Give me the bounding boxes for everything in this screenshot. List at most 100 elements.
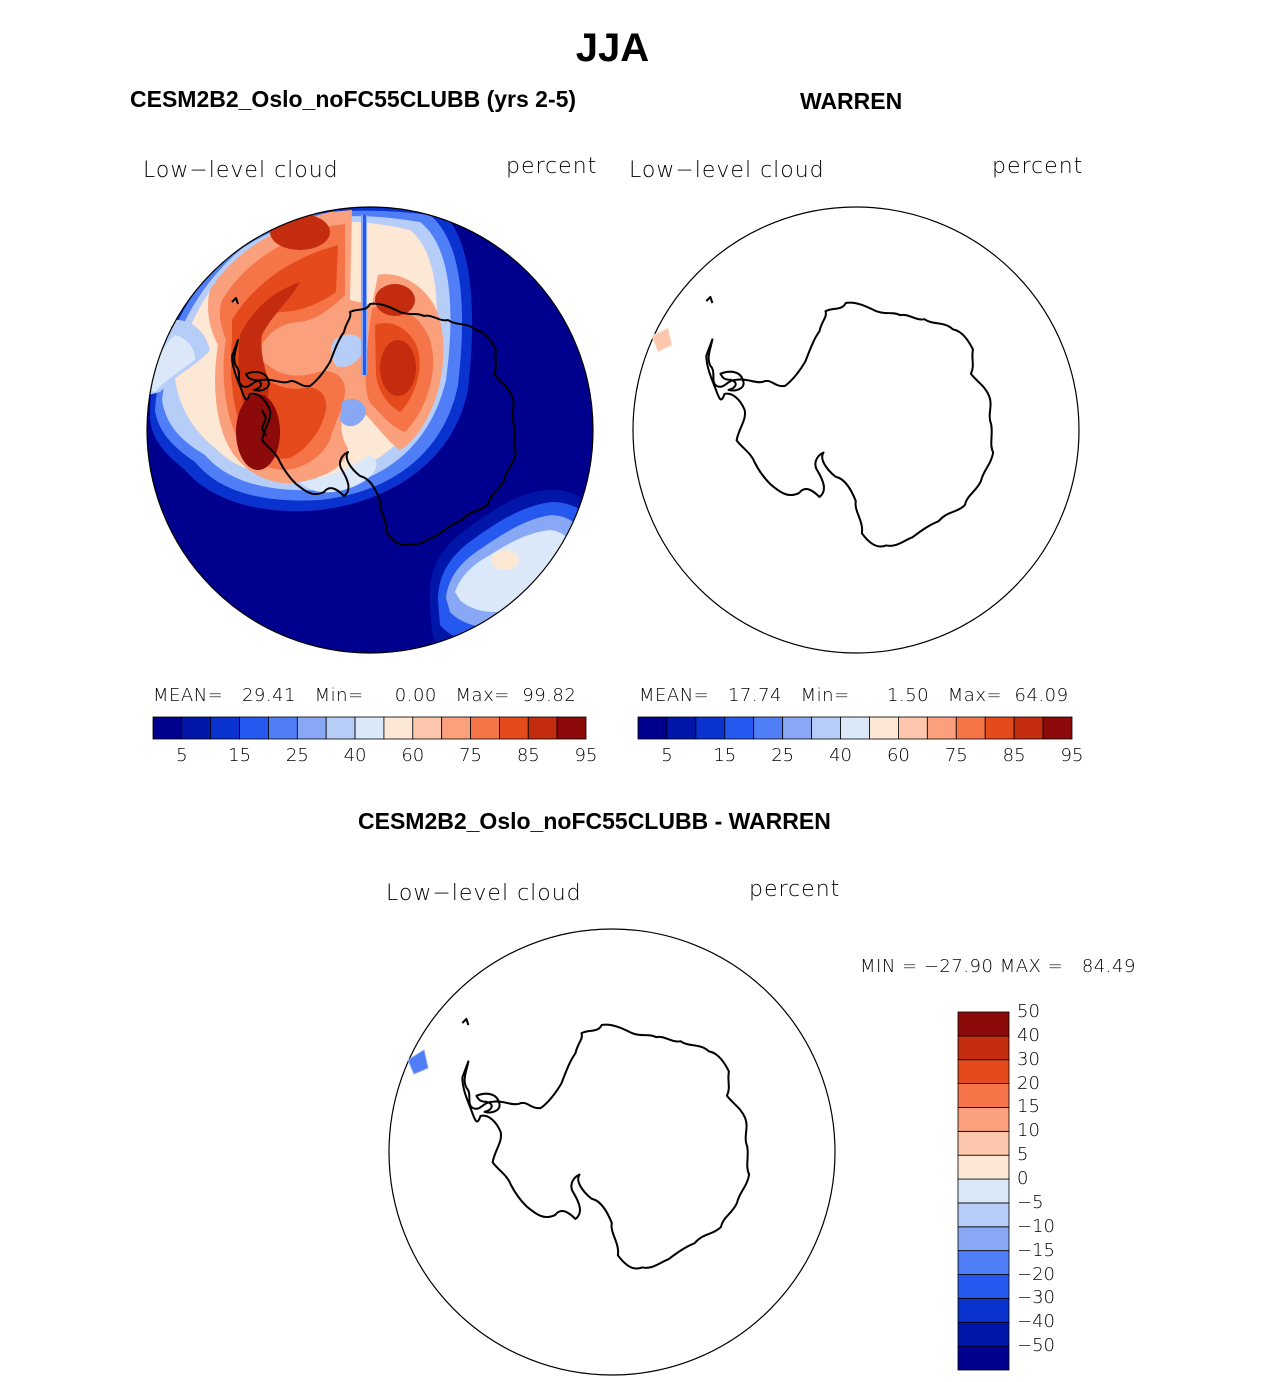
panel2-colorbar-tick-label: 85: [1002, 745, 1026, 766]
panel3-colorbar-tick-label: 20: [1017, 1072, 1040, 1094]
panel3-colorbar-tick-label: 0: [1017, 1168, 1029, 1190]
figure-title: JJA: [575, 26, 650, 70]
panel3-colorbar-tick-label: −5: [1017, 1191, 1044, 1213]
panel2-colorbar-tick-label: 5: [661, 745, 673, 766]
panel3-colorbar-tick-label: −10: [1017, 1215, 1055, 1237]
panel3-colorbar-tick-label: −20: [1017, 1263, 1055, 1285]
panel1-colorbar-tick-label: 60: [401, 745, 425, 766]
panel1-colorbar: [152, 716, 587, 740]
panel3-variable-label: Low−level cloud: [386, 881, 582, 906]
panel3-colorbar-tick-label: −15: [1017, 1239, 1055, 1261]
panel3-colorbar-tick-label: 10: [1017, 1120, 1040, 1142]
panel1-stats: MEAN= 29.41 Min= 0.00 Max= 99.82: [153, 685, 577, 706]
panel2-variable-label: Low−level cloud: [629, 158, 825, 183]
panel3-colorbar-cell: [957, 1274, 1010, 1299]
panel2-colorbar-tick-label: 25: [771, 745, 795, 766]
panel3-units-label: percent: [749, 877, 841, 902]
panel2-colorbar-cell: [898, 716, 928, 740]
panel1-units-label: percent: [506, 154, 598, 179]
panel2-coastline: [705, 295, 995, 548]
panel3-colorbar-tick-label: 15: [1017, 1096, 1040, 1118]
panel3-colorbar-tick-label: 5: [1017, 1144, 1029, 1166]
panel2-colorbar-cell: [666, 716, 697, 740]
panel1-colorbar-cell: [268, 716, 298, 740]
panel1-colorbar-tick-label: 15: [228, 745, 252, 766]
panel1-map-boundary: [146, 206, 594, 654]
panel3-colorbar-cell: [957, 1250, 1010, 1275]
panel2-colorbar: [637, 716, 1073, 740]
panel3-title: CESM2B2_Oslo_noFC55CLUBB - WARREN: [358, 808, 831, 834]
panel3-colorbar-cell: [957, 1035, 1010, 1061]
panel1-colorbar-cell: [556, 716, 587, 740]
panel2-colorbar-tick-label: 95: [1060, 745, 1084, 766]
panel2-colorbar-cell: [1042, 716, 1073, 740]
panel3-colorbar-cell: [957, 1107, 1010, 1132]
panel1-colorbar-cell: [527, 716, 558, 740]
panel2-colorbar-cell: [955, 716, 986, 740]
panel1-colorbar-tick-label: 40: [343, 745, 367, 766]
panel2-colorbar-cell: [926, 716, 957, 740]
panel1-colorbar-cell: [239, 716, 269, 740]
panel2-colorbar-tick-label: 75: [944, 745, 968, 766]
panel2-colorbar-tick-label: 60: [886, 745, 910, 766]
panel3-colorbar-tick-label: 50: [1017, 1001, 1040, 1022]
panel1-colorbar-cell: [470, 716, 500, 740]
panel3-coastline: [461, 1017, 751, 1270]
panel1-colorbar-cell: [181, 716, 212, 740]
panel1-variable-label: Low−level cloud: [143, 158, 339, 183]
panel3-data-cell: [407, 1049, 429, 1075]
panel3-colorbar-cell: [957, 1298, 1010, 1323]
panel2-colorbar-cell: [840, 716, 870, 740]
panel3-colorbar-cell: [957, 1345, 1010, 1371]
panel1-colorbar-cell: [354, 716, 385, 740]
panel1-colorbar-cell: [210, 716, 241, 740]
panel2-map-boundary: [632, 206, 1080, 654]
panel3-colorbar-cell: [957, 1011, 1010, 1037]
panel3-colorbar-cell: [957, 1226, 1010, 1252]
panel1-title: CESM2B2_Oslo_noFC55CLUBB (yrs 2-5): [130, 86, 577, 112]
panel3-colorbar-tick-label: 30: [1017, 1048, 1040, 1070]
panel2-colorbar-cell: [637, 716, 668, 740]
panel3-colorbar-cell: [957, 1059, 1010, 1084]
panel2-colorbar-tick-label: 15: [713, 745, 737, 766]
panel3-colorbar-cell: [957, 1083, 1010, 1108]
panel2-colorbar-cell: [753, 716, 784, 740]
panel2-colorbar-cell: [1013, 716, 1044, 740]
panel3-colorbar-cell: [957, 1321, 1010, 1347]
panel3-map-boundary: [388, 928, 836, 1376]
panel1-coastline: [231, 297, 517, 546]
panel2-title: WARREN: [800, 88, 903, 114]
panel1-colorbar-tick-label: 95: [574, 745, 598, 766]
panel1-colorbar-tick-label: 75: [459, 745, 482, 766]
panel2-colorbar-cell: [724, 716, 755, 740]
panel3-colorbar-cell: [957, 1178, 1010, 1204]
panel1-colorbar-cell: [412, 716, 443, 740]
panel3-colorbar-cell: [957, 1130, 1010, 1156]
panel2-units-label: percent: [992, 154, 1084, 179]
panel3-colorbar-tick-label: 40: [1017, 1024, 1040, 1046]
panel1-colorbar-tick-label: 85: [516, 745, 540, 766]
panel3-colorbar-tick-label: −30: [1017, 1287, 1055, 1309]
panel2-colorbar-cell: [695, 716, 726, 740]
panel1-colorbar-cell: [296, 716, 327, 740]
panel2-stats: MEAN= 17.74 Min= 1.50 Max= 64.09: [639, 685, 1069, 706]
panel3-colorbar-cell: [957, 1202, 1010, 1228]
panel3-colorbar-tick-label: −40: [1017, 1311, 1055, 1333]
panel2-colorbar-cell: [984, 716, 1015, 740]
panel1-colorbar-tick-label: 25: [285, 745, 309, 766]
panel2-colorbar-cell: [811, 716, 841, 740]
panel1-colorbar-cell: [383, 716, 414, 740]
panel1-colorbar-cell: [152, 716, 183, 740]
panel2-data-cell: [651, 327, 673, 353]
panel1-colorbar-cell: [498, 716, 529, 740]
panel1-cloud-field: [147, 207, 593, 653]
panel1-colorbar-cell: [441, 716, 471, 740]
panel2-colorbar-cell: [869, 716, 899, 740]
panel1-colorbar-cell: [325, 716, 356, 740]
panel2-colorbar-cell: [782, 716, 813, 740]
panel3-stats: MIN = −27.90 MAX = 84.49: [860, 956, 1136, 977]
panel1-colorbar-tick-label: 5: [176, 745, 188, 766]
panel3-colorbar-cell: [957, 1154, 1010, 1180]
panel2-colorbar-tick-label: 40: [829, 745, 852, 766]
